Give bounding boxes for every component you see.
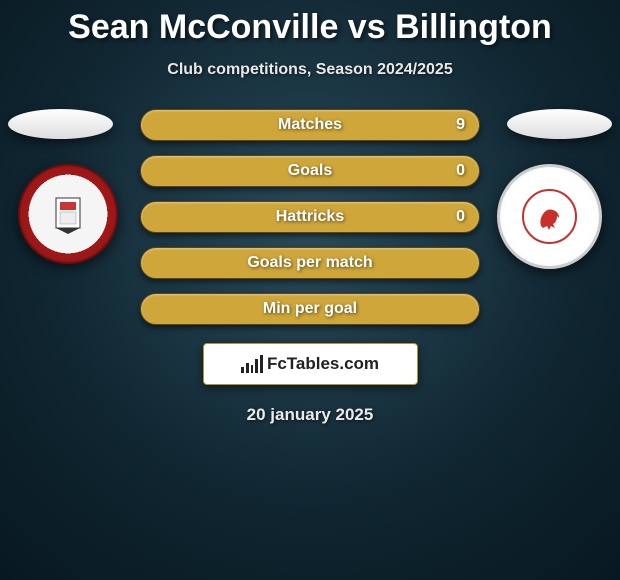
date-label: 20 january 2025 [0,405,620,425]
fctables-logo: FcTables.com [203,343,418,385]
crest-icon [43,189,93,239]
player-left-ellipse [8,109,113,139]
stat-row: Goals per match [140,247,480,279]
player-right-ellipse [507,109,612,139]
stat-label: Hattricks [276,208,344,226]
stat-value: 0 [456,162,465,180]
stat-value: 9 [456,116,465,134]
stats-list: Matches 9 Goals 0 Hattricks 0 Goals per … [140,109,480,325]
club-badge-right [497,164,602,269]
comparison-panel: Matches 9 Goals 0 Hattricks 0 Goals per … [0,109,620,425]
stat-row: Min per goal [140,293,480,325]
stat-label: Matches [278,116,342,134]
page-title: Sean McConville vs Billington [0,0,620,47]
logo-text: FcTables.com [267,354,379,374]
stat-label: Min per goal [263,300,357,318]
stat-label: Goals per match [247,254,372,272]
lion-icon [522,189,577,244]
stat-row: Hattricks 0 [140,201,480,233]
stat-row: Goals 0 [140,155,480,187]
stat-row: Matches 9 [140,109,480,141]
stat-label: Goals [288,162,332,180]
club-badge-left [18,164,118,264]
bar-chart-icon [241,355,263,373]
stat-value: 0 [456,208,465,226]
subtitle: Club competitions, Season 2024/2025 [0,61,620,79]
